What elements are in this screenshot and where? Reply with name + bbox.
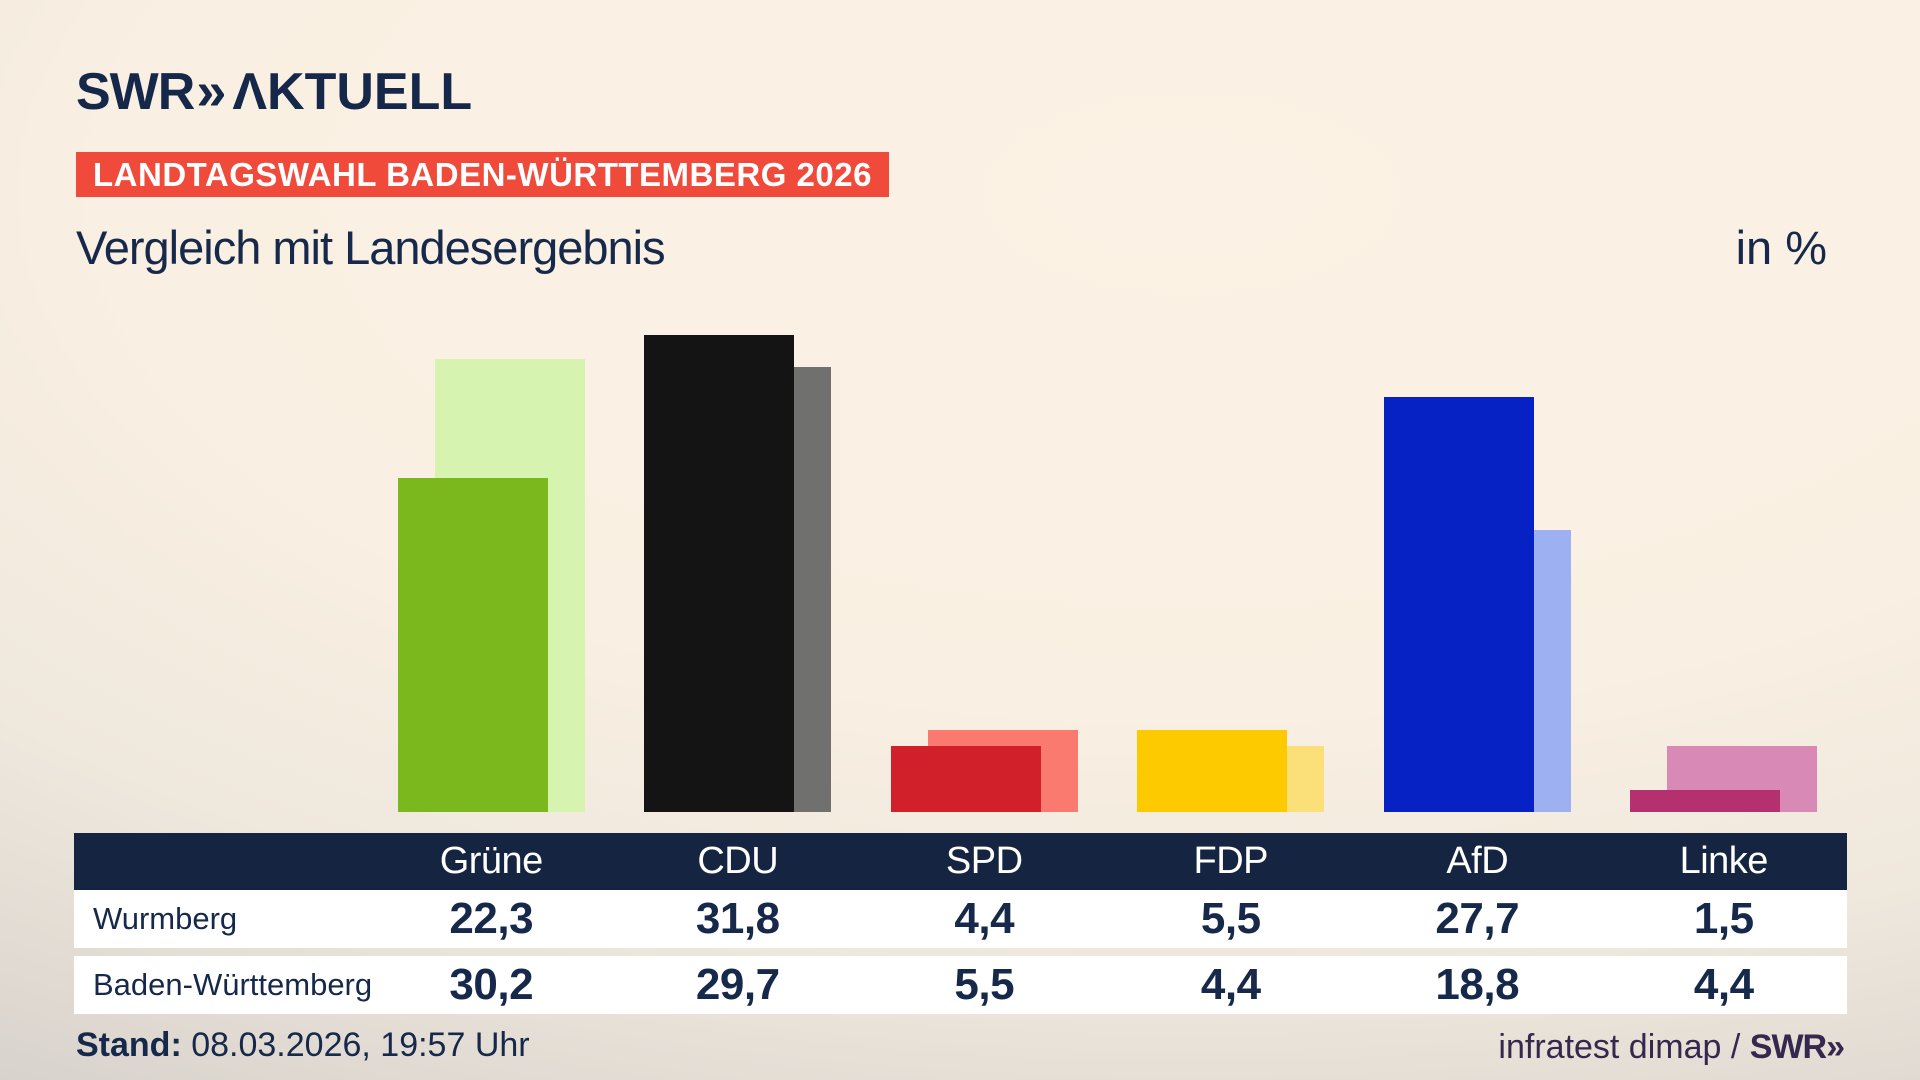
column-header-afd: AfD [1446,840,1509,882]
bar-wurmberg-afd [1383,396,1534,812]
column-header-fdp: FDP [1193,840,1269,882]
value-wurmberg-gruene: 22,3 [449,894,534,943]
value-baden-wuerttemberg-cdu: 29,7 [695,960,780,1009]
value-wurmberg-afd: 27,7 [1435,894,1520,943]
value-baden-wuerttemberg-linke: 4,4 [1693,960,1754,1009]
source-swr-logo: SWR» [1749,1028,1845,1066]
stand-value: 08.03.2026, 19:57 Uhr [181,1026,530,1064]
value-baden-wuerttemberg-fdp: 4,4 [1200,960,1261,1009]
results-table: Grüne CDU SPD FDP AfD Linke Wurmberg 22,3 31,8 4… [74,833,1847,1014]
logo-aktuell-text: ΛKTUELL [232,63,473,121]
row-label-baden-wuerttemberg: Baden-Württemberg [93,967,373,1002]
table-row-wurmberg: Wurmberg 22,3 31,8 4,4 5,5 27,7 1,5 [74,890,1847,948]
bar-wurmberg-cdu [644,335,794,812]
value-wurmberg-spd: 4,4 [954,894,1015,943]
column-header-spd: SPD [945,840,1023,882]
swr-aktuell-logo: SWR» ΛKTUELL [76,60,472,122]
value-baden-wuerttemberg-gruene: 30,2 [449,960,534,1009]
table-header-row: Grüne CDU SPD FDP AfD Linke [74,833,1847,890]
table-row-baden-wuerttemberg: Baden-Württemberg 30,2 29,7 5,5 4,4 18,8 4,4 [74,956,1847,1014]
stand-label: Stand: [76,1026,182,1064]
bar-wurmberg-fdp [1137,729,1287,812]
logo-swr-text: SWR [76,63,195,121]
column-header-linke: Linke [1679,840,1769,882]
value-wurmberg-cdu: 31,8 [695,894,780,943]
status-timestamp: Stand: 08.03.2026, 19:57 Uhr [76,1026,530,1065]
column-header-cdu: CDU [697,840,779,882]
unit-label: in % [1735,221,1827,274]
value-wurmberg-fdp: 5,5 [1200,894,1261,943]
page-title: Vergleich mit Landesergebnis [76,221,666,274]
value-wurmberg-linke: 1,5 [1693,894,1754,943]
source-attribution: infratest dimap / SWR» [1498,1028,1845,1067]
source-text: infratest dimap / [1498,1028,1750,1066]
value-baden-wuerttemberg-afd: 18,8 [1435,960,1520,1009]
row-label-wurmberg: Wurmberg [93,901,238,936]
value-baden-wuerttemberg-spd: 5,5 [954,960,1015,1009]
column-header-gruene: Grüne [439,840,544,882]
election-badge: LANDTAGSWAHL BADEN-WÜRTTEMBERG 2026 [76,152,889,197]
bar-wurmberg-linke [1630,789,1780,812]
logo-chevrons-icon: » [196,61,226,121]
bar-wurmberg-gruene [397,477,548,812]
bar-wurmberg-spd [890,746,1041,812]
